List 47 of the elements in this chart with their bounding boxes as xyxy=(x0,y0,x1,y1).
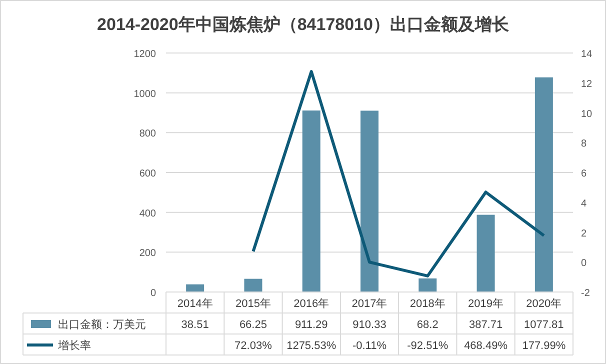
x-tick-label: 2018年 xyxy=(410,298,446,310)
bar xyxy=(244,278,262,292)
y2-tick-label: 14 xyxy=(581,49,593,60)
data-label: -92.51% xyxy=(407,340,448,352)
bar xyxy=(360,110,378,292)
data-label: 1275.53% xyxy=(286,340,336,352)
data-label: 38.51 xyxy=(181,319,209,331)
chart-title: 2014-2020年中国炼焦炉（84178010）出口金额及增长 xyxy=(97,15,510,34)
y-tick-label: 1200 xyxy=(134,49,156,60)
bar xyxy=(186,284,204,292)
legend-label: 出口金额：万美元 xyxy=(58,318,146,331)
y2-tick-label: 12 xyxy=(581,78,593,90)
y-tick-label: 600 xyxy=(139,168,156,180)
y2-tick-label: 10 xyxy=(581,108,593,120)
legend-label: 增长率 xyxy=(57,339,91,352)
data-label: 72.03% xyxy=(234,340,272,352)
data-label: -0.11% xyxy=(352,340,387,352)
y-tick-label: 400 xyxy=(139,208,156,220)
x-tick-label: 2016年 xyxy=(294,298,330,310)
y-tick-label: 200 xyxy=(139,248,156,260)
data-label: 66.25 xyxy=(239,319,267,331)
data-label: 177.99% xyxy=(522,340,566,352)
x-tick-label: 2017年 xyxy=(352,298,388,310)
y-tick-label: 1000 xyxy=(134,88,156,100)
bar xyxy=(476,214,495,292)
bar xyxy=(418,278,437,292)
x-tick-label: 2014年 xyxy=(177,298,213,310)
y-tick-label: 0 xyxy=(150,288,156,299)
data-label: 910.33 xyxy=(352,319,386,331)
data-label: 1077.81 xyxy=(524,319,564,331)
bar xyxy=(534,77,553,292)
line-series xyxy=(252,70,546,278)
data-label: 387.71 xyxy=(468,319,503,331)
data-label: 468.49% xyxy=(464,340,508,352)
y2-tick-label: -2 xyxy=(581,288,590,299)
data-label: 68.2 xyxy=(416,319,438,331)
y2-tick-label: 4 xyxy=(581,198,587,210)
y2-tick-label: 8 xyxy=(581,138,587,150)
y-tick-label: 800 xyxy=(139,128,156,140)
x-tick-label: 2019年 xyxy=(468,298,504,310)
x-tick-label: 2015年 xyxy=(235,298,271,310)
data-label: 911.29 xyxy=(294,319,328,331)
bar xyxy=(302,110,320,292)
x-tick-label: 2020年 xyxy=(526,298,562,310)
y2-tick-label: 2 xyxy=(581,228,587,240)
y2-tick-label: 0 xyxy=(581,258,587,270)
y2-tick-label: 6 xyxy=(581,168,587,180)
